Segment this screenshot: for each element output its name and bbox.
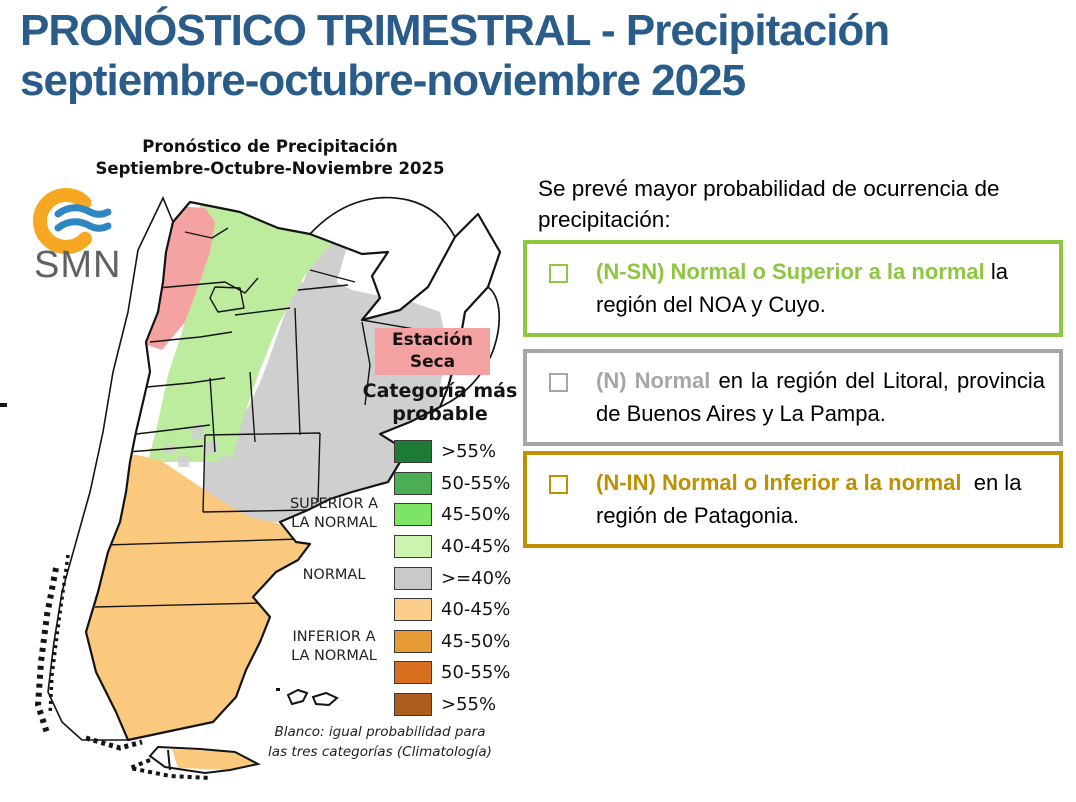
legend-row: 50-55%	[394, 657, 511, 689]
legend-label: >55%	[441, 441, 497, 463]
legend-row: 40-45%	[394, 594, 511, 626]
legend-swatch	[394, 535, 432, 559]
legend-row: 45-50%	[394, 499, 511, 531]
raster-pixels-green	[150, 420, 189, 459]
map-footnote: Blanco: igual probabilidad para las tres…	[268, 724, 492, 761]
legend-title-line1: Categoría más	[362, 380, 518, 402]
legend-group-inferior: INFERIOR A LA NORMAL	[291, 629, 377, 664]
legend-row: >55%	[394, 689, 511, 721]
legend-title: Categoría más probable	[362, 380, 518, 426]
legend-title-line2: probable	[392, 402, 488, 425]
legend-swatch	[394, 566, 432, 590]
map-title-line2: Septiembre-Octubre-Noviembre 2025	[95, 159, 445, 179]
logo-wave-top	[54, 204, 112, 218]
dry-season-label-line2: Seca	[409, 351, 456, 372]
legend-row: 50-55%	[394, 468, 511, 500]
argentina-outline	[84, 200, 502, 742]
legend: >55% 50-55% 45-50% 40-45% >=40% 40-45% 4…	[394, 436, 511, 720]
legend-label: 50-55%	[441, 662, 511, 684]
dry-season-label-line1: Estación	[391, 330, 473, 351]
malvinas-islands	[276, 688, 339, 707]
legend-swatch	[394, 598, 432, 622]
page-title-line2: septiembre-octubre-noviembre 2025	[20, 55, 746, 105]
legend-label: 40-45%	[441, 599, 511, 621]
legend-swatch	[394, 629, 432, 653]
smn-logo-text: SMN	[34, 244, 122, 286]
bullet-highlight: (N-IN) Normal o Inferior a la normal	[596, 470, 962, 495]
legend-group-normal: NORMAL	[302, 567, 366, 583]
below-normal-region	[86, 452, 310, 740]
legend-swatch	[394, 471, 432, 495]
map-title: Pronóstico de Precipitación Septiembre-O…	[70, 136, 470, 181]
province-borders	[94, 227, 449, 608]
legend-swatch	[394, 503, 432, 527]
bullet-highlight: (N) Normal	[596, 368, 711, 393]
bullet-text-nin: (N-IN) Normal o Inferior a la normal en …	[596, 467, 1045, 532]
checkbox-icon	[549, 264, 568, 283]
bullet-text-n: (N) Normal en la región del Litoral, pro…	[596, 365, 1045, 430]
legend-swatch	[394, 661, 432, 685]
smn-logo-icon	[33, 188, 112, 254]
legend-label: 45-50%	[441, 504, 511, 526]
page-title: PRONÓSTICO TRIMESTRAL - Precipitación se…	[20, 6, 1030, 105]
legend-group-superior: SUPERIOR A LA NORMAL	[289, 496, 379, 531]
map-title-line1: Pronóstico de Precipitación	[142, 137, 398, 156]
bullet-highlight: (N-SN) Normal o Superior a la normal	[596, 259, 985, 284]
bullet-rest: en la región de Patagonia.	[596, 470, 1022, 528]
neighbour-borders	[309, 196, 501, 408]
legend-row: 40-45%	[394, 531, 511, 563]
legend-label: 50-55%	[441, 472, 511, 494]
bullet-box-nsn: (N-SN) Normal o Superior a la normal la …	[523, 240, 1063, 338]
bullet-rest: en la región del Litoral, provincia de B…	[596, 368, 1045, 426]
dry-season-label: Estación Seca	[375, 328, 490, 375]
tierra-del-fuego-outline	[148, 745, 261, 775]
checkbox-icon	[549, 373, 568, 392]
checkbox-icon	[549, 475, 568, 494]
legend-label: >55%	[441, 694, 497, 716]
legend-row: >55%	[394, 436, 511, 468]
tierra-del-fuego-below-normal	[172, 749, 258, 770]
logo-wave-bottom	[54, 218, 112, 232]
logo-ring	[33, 188, 99, 254]
fjords	[34, 554, 211, 780]
legend-row: >=40%	[394, 562, 511, 594]
legend-label: 40-45%	[441, 536, 511, 558]
bullet-box-nin: (N-IN) Normal o Inferior a la normal en …	[523, 451, 1063, 549]
bullet-rest: la región del NOA y Cuyo.	[596, 259, 1008, 317]
bullet-text-nsn: (N-SN) Normal o Superior a la normal la …	[596, 256, 1045, 321]
legend-label: >=40%	[441, 567, 512, 589]
legend-swatch	[394, 440, 432, 464]
intro-text: Se prevé mayor probabilidad de ocurrenci…	[538, 175, 1000, 232]
page-title-line1: PRONÓSTICO TRIMESTRAL - Precipitación	[20, 6, 890, 55]
legend-swatch	[394, 693, 432, 717]
map-edge-tick	[0, 403, 7, 407]
bullet-box-n: (N) Normal en la región del Litoral, pro…	[523, 349, 1063, 447]
legend-label: 45-50%	[441, 630, 511, 652]
legend-row: 45-50%	[394, 626, 511, 658]
raster-pixels-gray	[164, 428, 273, 509]
